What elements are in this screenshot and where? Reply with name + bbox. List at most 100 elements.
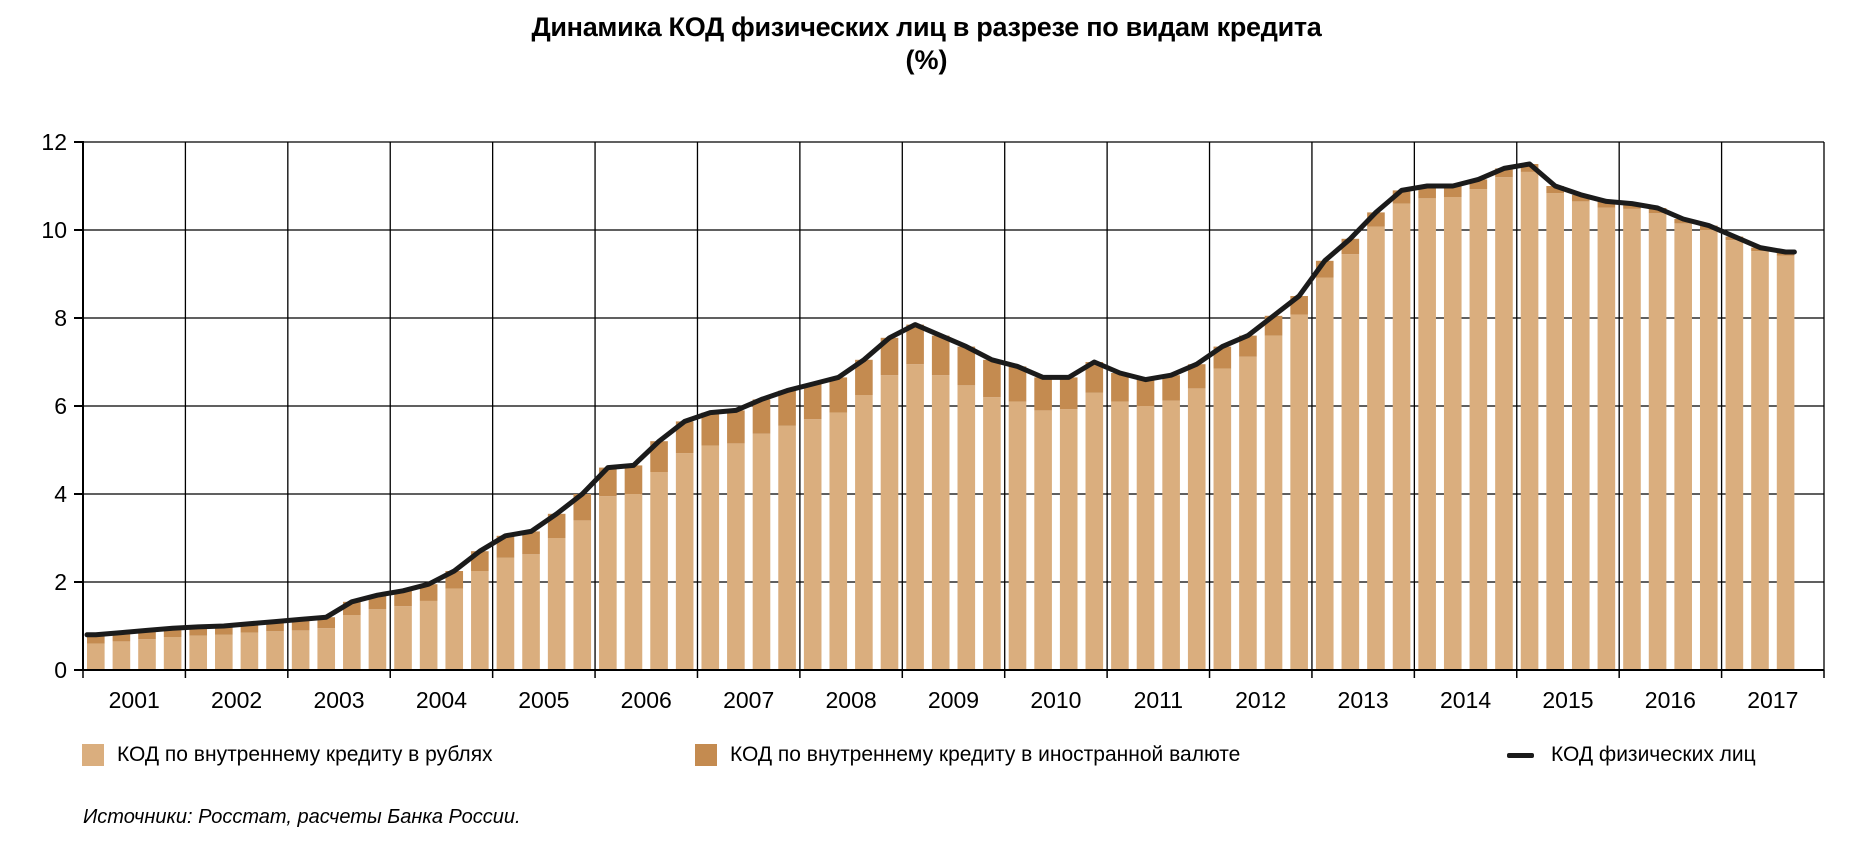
legend-label-fx: КОД по внутреннему кредиту в иностранной… xyxy=(730,743,1241,766)
bar-fx-2016-q1 xyxy=(1623,203,1641,209)
bar-fx-2014-q4 xyxy=(1495,168,1513,178)
bar-fx-2001-q2 xyxy=(112,632,131,642)
bar-rub-2012-q2 xyxy=(1239,356,1257,670)
year-label-2010: 2010 xyxy=(1030,687,1081,713)
year-label-2016: 2016 xyxy=(1645,687,1696,713)
ytick-label-10: 10 xyxy=(41,217,67,243)
bar-rub-2010-q2 xyxy=(1034,410,1052,670)
bar-rub-2004-q1 xyxy=(394,606,412,670)
bar-fx-2004-q2 xyxy=(419,584,438,601)
bar-fx-2007-q4 xyxy=(778,390,796,426)
bar-fx-2006-q2 xyxy=(624,465,643,494)
bar-fx-2015-q4 xyxy=(1597,201,1616,208)
bar-rub-2002-q3 xyxy=(240,632,259,670)
year-label-2009: 2009 xyxy=(928,687,979,713)
bar-rub-2017-q1 xyxy=(1725,240,1744,670)
ytick-label-6: 6 xyxy=(54,393,67,419)
bar-rub-2009-q3 xyxy=(957,385,976,670)
bar-fx-2011-q2 xyxy=(1136,379,1155,406)
legend: КОД по внутреннему кредиту в рублях КОД … xyxy=(0,742,1853,768)
bar-rub-2014-q3 xyxy=(1469,189,1488,670)
bar-rub-2011-q4 xyxy=(1187,388,1206,670)
chart-subtitle-units: (%) xyxy=(905,45,948,75)
bar-fx-2010-q3 xyxy=(1059,377,1078,410)
year-label-2014: 2014 xyxy=(1440,687,1491,713)
bar-rub-2014-q4 xyxy=(1495,177,1513,670)
year-label-2006: 2006 xyxy=(621,687,672,713)
year-label-2005: 2005 xyxy=(518,687,569,713)
bar-fx-2002-q3 xyxy=(240,623,259,633)
legend-swatch-fx-icon xyxy=(695,744,717,766)
bar-rub-2015-q2 xyxy=(1546,193,1564,671)
bar-rub-2006-q4 xyxy=(675,453,694,670)
bar-rub-2005-q1 xyxy=(496,557,515,670)
bar-fx-2004-q1 xyxy=(394,590,412,607)
bar-fx-2001-q1 xyxy=(87,634,105,644)
bar-rub-2003-q1 xyxy=(291,630,310,670)
bar-rub-2001-q1 xyxy=(87,643,105,670)
bar-rub-2011-q3 xyxy=(1162,400,1180,670)
year-label-2017: 2017 xyxy=(1747,687,1798,713)
bar-fx-2006-q3 xyxy=(650,441,668,472)
bar-fx-2009-q1 xyxy=(906,324,924,365)
bar-fx-2002-q1 xyxy=(189,626,208,636)
bar-rub-2015-q3 xyxy=(1571,201,1590,670)
bar-fx-2014-q2 xyxy=(1443,186,1462,197)
bar-rub-2011-q1 xyxy=(1111,401,1129,670)
bar-rub-2017-q3 xyxy=(1776,255,1795,670)
bar-fx-2002-q2 xyxy=(215,626,233,635)
year-label-2004: 2004 xyxy=(416,687,467,713)
bar-fx-2009-q4 xyxy=(983,359,1001,398)
bar-rub-2003-q2 xyxy=(317,628,336,670)
ytick-label-12: 12 xyxy=(41,129,67,155)
bar-fx-2002-q4 xyxy=(266,621,284,632)
legend-item-rub: КОД по внутреннему кредиту в рублях xyxy=(82,742,493,768)
bar-rub-2006-q1 xyxy=(599,496,617,670)
bar-fx-2007-q1 xyxy=(701,412,720,446)
bar-fx-2008-q1 xyxy=(803,384,822,420)
bar-rub-2017-q2 xyxy=(1751,251,1769,670)
year-label-2012: 2012 xyxy=(1235,687,1286,713)
bar-rub-2010-q1 xyxy=(1008,401,1027,670)
year-label-2015: 2015 xyxy=(1542,687,1593,713)
bar-rub-2002-q4 xyxy=(266,631,284,670)
bar-rub-2007-q2 xyxy=(727,443,745,670)
bar-rub-2008-q1 xyxy=(803,419,822,670)
bar-rub-2009-q4 xyxy=(983,397,1001,670)
ytick-label-0: 0 xyxy=(54,657,67,683)
ytick-label-8: 8 xyxy=(54,305,67,331)
bar-fx-2011-q1 xyxy=(1111,373,1129,402)
chart-title-block: Динамика КОД физических лиц в разрезе по… xyxy=(0,10,1853,76)
bar-rub-2008-q4 xyxy=(880,375,899,670)
bar-fx-2005-q4 xyxy=(573,494,592,521)
bar-fx-2009-q2 xyxy=(931,335,950,376)
bar-fx-2015-q2 xyxy=(1546,186,1564,194)
legend-label-line: КОД физических лиц xyxy=(1551,743,1756,766)
total-line xyxy=(84,161,1797,638)
bar-rub-2010-q4 xyxy=(1085,392,1104,670)
bar-rub-2015-q4 xyxy=(1597,207,1616,670)
bar-rub-2008-q3 xyxy=(855,395,873,670)
chart-title: Динамика КОД физических лиц в разрезе по… xyxy=(531,12,1322,42)
bar-rub-2015-q1 xyxy=(1520,171,1539,671)
bar-fx-2001-q3 xyxy=(138,630,156,640)
bar-fx-2008-q2 xyxy=(829,377,848,413)
legend-label-rub: КОД по внутреннему кредиту в рублях xyxy=(117,743,493,766)
bar-rub-2007-q3 xyxy=(752,433,771,670)
bar-fx-2008-q4 xyxy=(880,337,899,376)
bar-rub-2013-q3 xyxy=(1367,226,1385,671)
bar-rub-2013-q4 xyxy=(1392,203,1411,670)
bar-rub-2009-q2 xyxy=(931,375,950,670)
bar-rub-2012-q4 xyxy=(1290,314,1308,670)
bar-rub-2010-q3 xyxy=(1059,409,1078,670)
bar-rub-2004-q3 xyxy=(445,588,464,670)
bar-rub-2012-q1 xyxy=(1213,368,1232,670)
bar-rub-2016-q2 xyxy=(1648,213,1667,670)
bar-fx-2011-q4 xyxy=(1187,364,1206,389)
bar-fx-2001-q4 xyxy=(163,628,182,637)
bar-rub-2013-q2 xyxy=(1341,254,1360,670)
bar-rub-2012-q3 xyxy=(1264,335,1283,670)
ytick-label-4: 4 xyxy=(54,481,67,507)
legend-line-dash-icon xyxy=(1507,752,1534,758)
